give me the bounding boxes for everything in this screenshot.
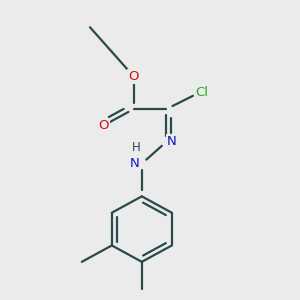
Text: O: O	[98, 119, 109, 132]
Text: O: O	[128, 70, 139, 83]
Text: N: N	[130, 157, 140, 170]
Text: Cl: Cl	[195, 86, 208, 99]
Text: H: H	[132, 141, 141, 154]
Text: N: N	[167, 135, 177, 148]
